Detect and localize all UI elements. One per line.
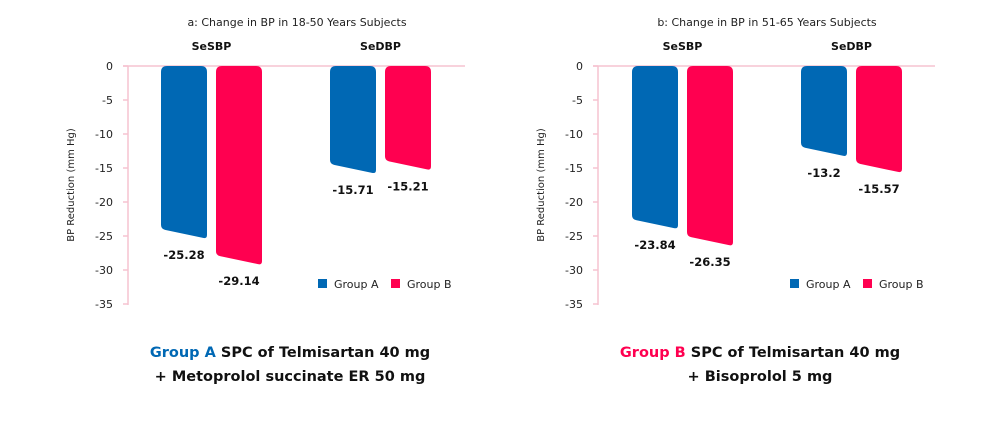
y-tick-label: 0 [106,60,113,73]
bar-group-a [161,66,207,239]
category-label: SeDBP [831,40,872,53]
y-tick-label: -35 [95,298,113,311]
y-tick-label: -20 [95,196,113,209]
bar-group-a [801,66,847,156]
y-tick-label: -25 [565,230,583,243]
y-tick-label: -5 [572,94,583,107]
y-axis-label: BP Reduction (mm Hg) [536,128,547,242]
caption-group-b: Group B SPC of Telmisartan 40 mg + Bisop… [560,341,960,389]
data-label: -29.14 [218,274,259,288]
legend-label: Group A [334,278,379,291]
legend-label: Group B [407,278,452,291]
legend-swatch-group-b [391,279,400,288]
bar-group-b [856,66,902,173]
legend-swatch-group-a [318,279,327,288]
y-tick-label: -15 [565,162,583,175]
y-tick-label: 0 [576,60,583,73]
bar-group-b [385,66,431,170]
y-tick-label: -10 [95,128,113,141]
bar-group-b [216,66,262,265]
y-axis-label: BP Reduction (mm Hg) [66,128,77,242]
legend-swatch-group-b [863,279,872,288]
chart-a: a: Change in BP in 18-50 Years Subjects 0… [66,16,465,311]
bar-group-a [330,66,376,174]
y-tick-label: -25 [95,230,113,243]
chart-title: a: Change in BP in 18-50 Years Subjects [187,16,406,29]
data-label: -13.2 [807,166,840,180]
caption-group-label: Group A [149,345,216,361]
y-tick-label: -20 [565,196,583,209]
caption-line2: + Bisoprolol 5 mg [687,369,833,385]
data-label: -23.84 [634,238,675,252]
chart-title: b: Change in BP in 51-65 Years Subjects [657,16,877,29]
caption-drug: SPC of Telmisartan 40 mg [685,345,901,361]
y-tick-label: -30 [95,264,113,277]
data-label: -26.35 [689,255,730,269]
bar-group-a [632,66,678,229]
category-label: SeSBP [663,40,703,53]
legend-swatch-group-a [790,279,799,288]
data-label: -15.57 [858,182,899,196]
data-label: -25.28 [163,248,204,262]
caption-group-a: Group A SPC of Telmisartan 40 mg + Metop… [90,341,490,389]
caption-drug: SPC of Telmisartan 40 mg [215,345,431,361]
legend-label: Group A [806,278,851,291]
caption-line1: Group A SPC of Telmisartan 40 mg [90,341,490,365]
chart-b: b: Change in BP in 51-65 Years Subjects 0… [536,16,935,311]
y-tick-label: -15 [95,162,113,175]
y-tick-label: -35 [565,298,583,311]
data-label: -15.71 [332,183,373,197]
data-label: -15.21 [387,179,428,193]
y-tick-label: -30 [565,264,583,277]
legend-label: Group B [879,278,924,291]
bar-group-b [687,66,733,246]
y-tick-label: -10 [565,128,583,141]
caption-line1: Group B SPC of Telmisartan 40 mg [560,341,960,365]
caption-line2: + Metoprolol succinate ER 50 mg [154,369,426,385]
category-label: SeDBP [360,40,401,53]
caption-group-label: Group B [619,345,686,361]
category-label: SeSBP [192,40,232,53]
y-tick-label: -5 [102,94,113,107]
